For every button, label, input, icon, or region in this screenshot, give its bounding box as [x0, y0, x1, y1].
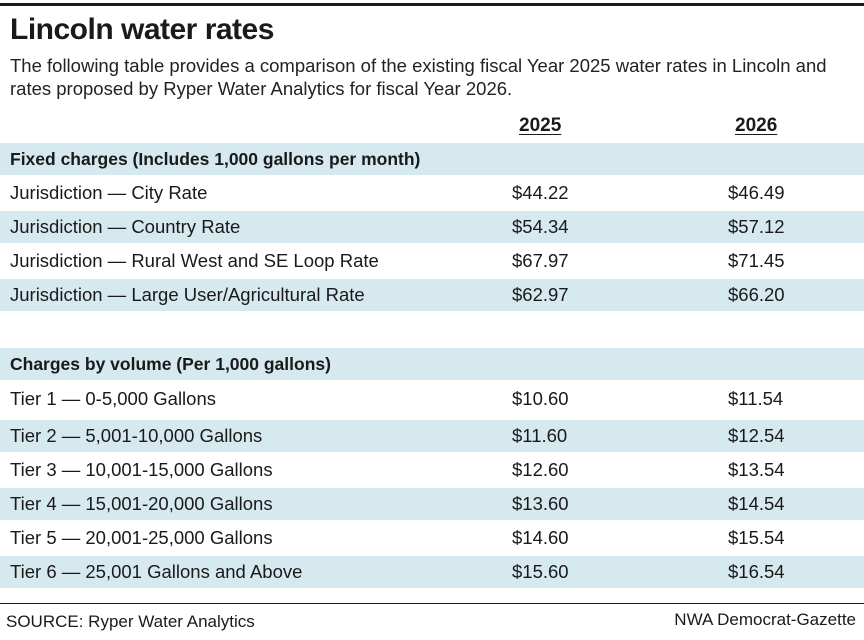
value-2026: $11.54: [728, 388, 784, 409]
section-header-volume: Charges by volume (Per 1,000 gallons): [0, 348, 864, 380]
value-2026: $57.12: [728, 216, 785, 237]
table-row: Tier 2 — 5,001-10,000 Gallons $11.60 $12…: [0, 420, 864, 452]
value-2026: $15.54: [728, 527, 785, 548]
row-label: Tier 2 — 5,001-10,000 Gallons: [10, 425, 263, 446]
table-row: Jurisdiction — Rural West and SE Loop Ra…: [0, 245, 864, 277]
column-header-2026: 2026: [735, 115, 778, 136]
subtitle: The following table provides a compariso…: [10, 55, 827, 99]
table-row: Tier 1 — 0-5,000 Gallons $10.60 $11.54: [0, 383, 864, 415]
value-2025: $12.60: [512, 459, 569, 480]
row-label: Tier 5 — 20,001-25,000 Gallons: [10, 527, 273, 548]
value-2025: $54.34: [512, 216, 569, 237]
table-row: Jurisdiction — Large User/Agricultural R…: [0, 279, 864, 311]
value-2026: $66.20: [728, 284, 785, 305]
value-2026: $46.49: [728, 182, 785, 203]
value-2026: $16.54: [728, 561, 785, 582]
value-2025: $13.60: [512, 493, 569, 514]
value-2025: $10.60: [512, 388, 569, 409]
row-label: Tier 1 — 0-5,000 Gallons: [10, 388, 216, 409]
source-note: SOURCE: Ryper Water Analytics: [6, 612, 255, 631]
row-label: Jurisdiction — Large User/Agricultural R…: [10, 284, 365, 305]
section-heading: Charges by volume (Per 1,000 gallons): [10, 354, 331, 374]
row-label: Jurisdiction — Rural West and SE Loop Ra…: [10, 250, 379, 271]
value-2025: $44.22: [512, 182, 569, 203]
value-2025: $14.60: [512, 527, 569, 548]
section-heading: Fixed charges (Includes 1,000 gallons pe…: [10, 149, 421, 169]
column-header-2025: 2025: [519, 115, 562, 136]
value-2026: $71.45: [728, 250, 785, 271]
table-row: Tier 5 — 20,001-25,000 Gallons $14.60 $1…: [0, 522, 864, 554]
row-label: Jurisdiction — City Rate: [10, 182, 208, 203]
table-row: Jurisdiction — City Rate $44.22 $46.49: [0, 177, 864, 209]
publisher-credit: NWA Democrat-Gazette: [674, 610, 856, 629]
table-row: Tier 6 — 25,001 Gallons and Above $15.60…: [0, 556, 864, 588]
section-header-fixed: Fixed charges (Includes 1,000 gallons pe…: [0, 143, 864, 175]
value-2025: $11.60: [512, 425, 568, 446]
value-2025: $67.97: [512, 250, 569, 271]
value-2025: $62.97: [512, 284, 569, 305]
table-row: Tier 3 — 10,001-15,000 Gallons $12.60 $1…: [0, 454, 864, 486]
row-label: Tier 3 — 10,001-15,000 Gallons: [10, 459, 273, 480]
value-2026: $14.54: [728, 493, 785, 514]
row-label: Tier 6 — 25,001 Gallons and Above: [10, 561, 303, 582]
value-2025: $15.60: [512, 561, 569, 582]
value-2026: $13.54: [728, 459, 785, 480]
value-2026: $12.54: [728, 425, 785, 446]
page-title: Lincoln water rates: [10, 13, 274, 46]
row-label: Tier 4 — 15,001-20,000 Gallons: [10, 493, 273, 514]
top-rule: [0, 3, 864, 6]
row-label: Jurisdiction — Country Rate: [10, 216, 241, 237]
table-row: Tier 4 — 15,001-20,000 Gallons $13.60 $1…: [0, 488, 864, 520]
table-row: Jurisdiction — Country Rate $54.34 $57.1…: [0, 211, 864, 243]
footer-rule: [0, 603, 864, 604]
